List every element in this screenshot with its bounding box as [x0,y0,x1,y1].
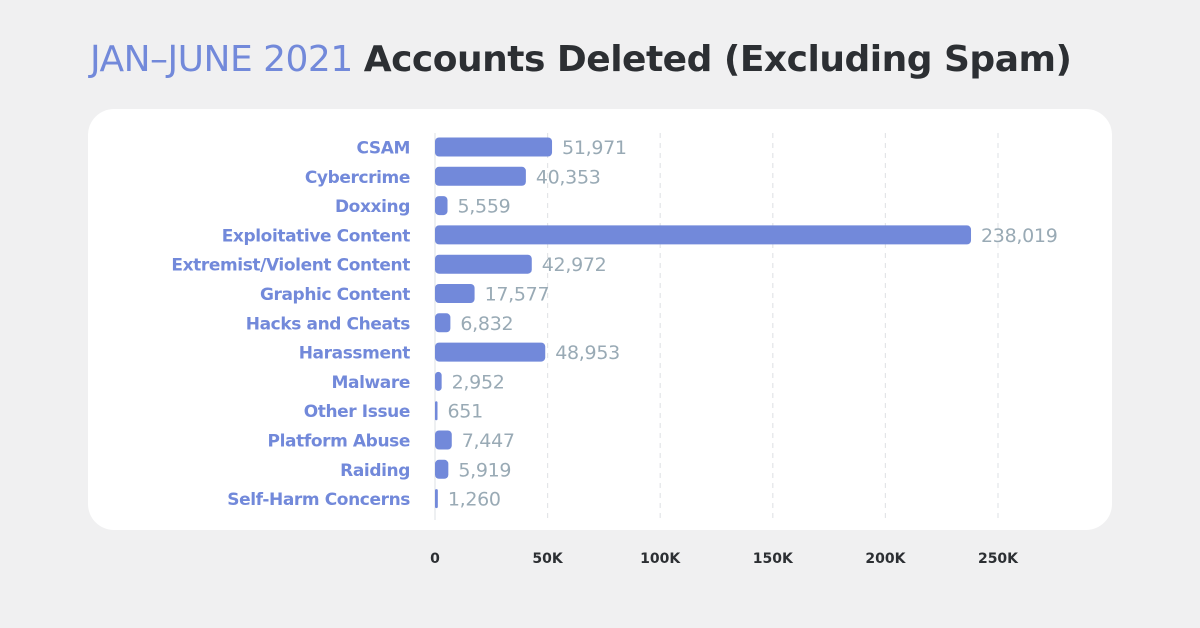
bar-malware [435,371,442,391]
category-label-malware: Malware [331,373,410,393]
bar-hacks-and-cheats [435,313,451,333]
bar-doxxing [435,196,448,216]
value-label-self-harm-concerns: 1,260 [448,489,501,511]
chart-title: JAN–JUNE 2021 Accounts Deleted (Excludin… [90,36,1072,84]
bar-exploitative-content [435,225,972,245]
bar-csam [435,137,553,157]
category-label-exploitative-content: Exploitative Content [222,226,411,246]
category-label-cybercrime: Cybercrime [305,168,410,188]
x-tick-label-50k: 50K [532,551,563,567]
category-label-other-issue: Other Issue [304,402,410,422]
value-label-raiding: 5,919 [458,459,511,481]
x-tick-label-150k: 150K [753,551,794,567]
chart-title-period: JAN–JUNE 2021 [90,39,353,80]
chart-card [88,109,1112,530]
x-tick-label-100k: 100K [640,551,681,567]
value-label-doxxing: 5,559 [458,196,511,218]
value-label-exploitative-content: 238,019 [981,225,1057,247]
bar-graphic-content [435,284,475,303]
category-label-csam: CSAM [356,139,410,159]
category-label-doxxing: Doxxing [335,197,410,217]
value-label-hacks-and-cheats: 6,832 [460,313,513,335]
bar-harassment [435,342,546,362]
value-label-graphic-content: 17,577 [485,284,550,306]
value-label-malware: 2,952 [452,371,505,393]
category-label-graphic-content: Graphic Content [260,285,410,305]
bar-self-harm-concerns [435,489,438,509]
value-label-extremist-violent-content: 42,972 [542,254,607,276]
bar-raiding [435,459,449,479]
value-label-other-issue: 651 [448,401,483,423]
value-label-csam: 51,971 [562,137,627,159]
chart-title-main: Accounts Deleted (Excluding Spam) [363,39,1072,80]
value-label-cybercrime: 40,353 [536,166,601,188]
bar-extremist-violent-content [435,254,532,274]
x-tick-label-0: 0 [430,551,440,567]
value-label-harassment: 48,953 [555,342,620,364]
bar-platform-abuse [435,430,452,450]
category-label-extremist-violent-content: Extremist/Violent Content [171,256,410,276]
x-tick-label-200k: 200K [865,551,906,567]
bar-other-issue [435,401,438,421]
category-label-hacks-and-cheats: Hacks and Cheats [246,314,410,334]
category-label-platform-abuse: Platform Abuse [268,432,410,452]
value-label-platform-abuse: 7,447 [462,430,515,452]
category-label-raiding: Raiding [340,461,410,481]
bar-cybercrime [435,166,526,186]
category-label-harassment: Harassment [299,344,411,364]
category-label-self-harm-concerns: Self-Harm Concerns [227,490,410,510]
x-tick-label-250k: 250K [978,551,1019,567]
